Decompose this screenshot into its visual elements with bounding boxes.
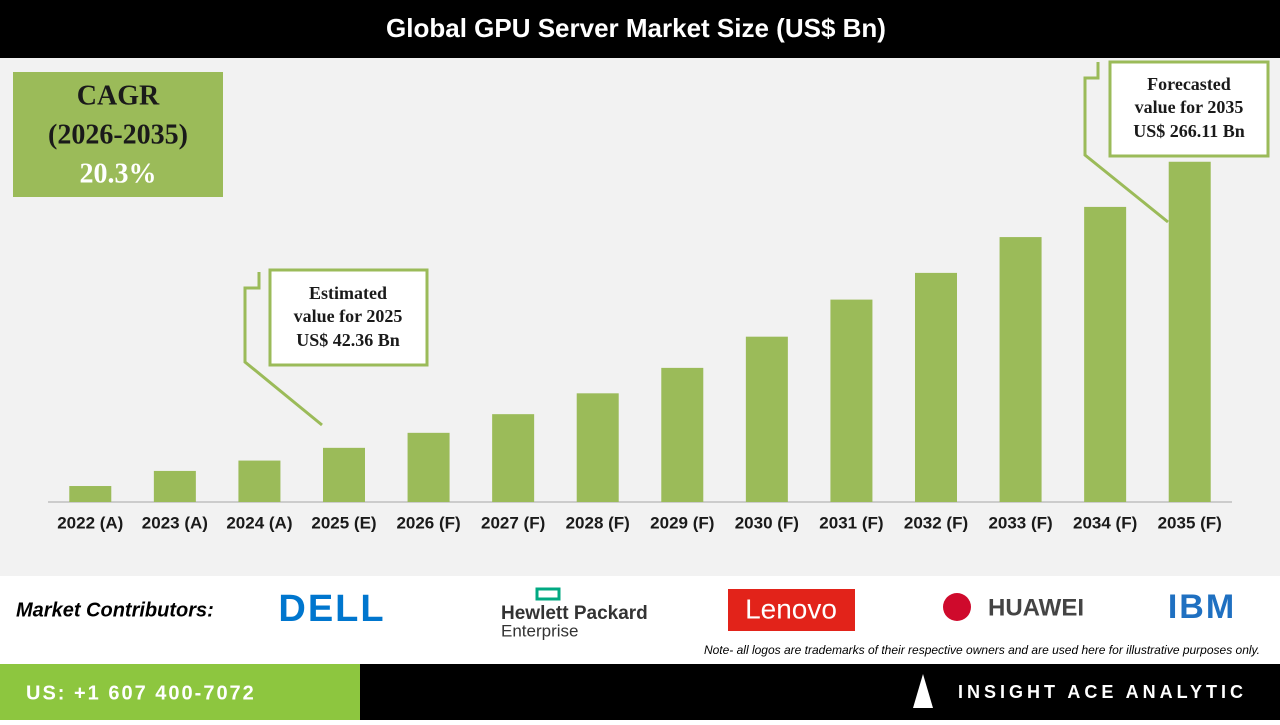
bar — [492, 414, 535, 502]
phone-band — [0, 664, 360, 720]
callout-box — [268, 268, 429, 367]
logo: Hewlett Packard — [501, 603, 648, 624]
x-tick-label: 2028 (F) — [566, 513, 630, 532]
x-tick-label: 2029 (F) — [650, 513, 714, 532]
bar — [153, 470, 196, 502]
logo: Lenovo — [745, 593, 837, 624]
callout-text: value for 2025 — [294, 306, 403, 326]
x-tick-label: 2032 (F) — [904, 513, 968, 532]
logo: IBM — [1168, 588, 1236, 626]
x-tick-label: 2030 (F) — [735, 513, 799, 532]
bar — [238, 460, 281, 502]
x-tick-label: 2025 (E) — [311, 513, 376, 532]
logo: HUAWEI — [988, 594, 1084, 621]
bar — [323, 447, 365, 502]
logo-mark — [943, 593, 971, 621]
title-bar — [0, 0, 1280, 58]
note: Note- all logos are trademarks of their … — [704, 643, 1260, 657]
callout-text: value for 2035 — [1135, 97, 1244, 117]
brand-band — [360, 664, 1280, 720]
logo: DELL — [278, 588, 385, 630]
x-tick-label: 2027 (F) — [481, 513, 545, 532]
callout-line — [243, 272, 323, 427]
bar — [1084, 206, 1127, 503]
bar — [745, 336, 788, 502]
x-tick-label: 2033 (F) — [988, 513, 1052, 532]
bar — [915, 272, 957, 502]
callout-line — [1083, 62, 1169, 224]
x-tick-label: 2031 (F) — [819, 513, 883, 532]
bar — [661, 367, 704, 502]
cagr-value: 20.3% — [80, 158, 157, 189]
bar — [999, 237, 1042, 502]
callout-text: Forecasted — [1147, 74, 1231, 94]
chart-title: Global GPU Server Market Size (US$ Bn) — [386, 13, 886, 43]
logo-mark — [535, 587, 561, 601]
callout-text: Estimated — [309, 283, 387, 303]
callout-text: US$ 42.36 Bn — [296, 330, 400, 350]
x-tick-label: 2026 (F) — [396, 513, 460, 532]
bar — [407, 432, 450, 502]
bar — [830, 299, 873, 502]
brand: INSIGHT ACE ANALYTIC — [958, 682, 1247, 702]
x-tick-label: 2023 (A) — [142, 513, 208, 532]
x-tick-label: 2022 (A) — [57, 513, 123, 532]
callout-text: US$ 266.11 Bn — [1133, 121, 1245, 141]
cagr-box — [13, 72, 223, 197]
x-tick-label: 2034 (F) — [1073, 513, 1137, 532]
brand-mark — [913, 674, 933, 708]
callout-box — [1108, 60, 1270, 158]
logo: Enterprise — [501, 621, 578, 640]
bar — [69, 486, 112, 502]
x-tick-label: 2035 (F) — [1158, 513, 1222, 532]
contributors-band — [0, 576, 1280, 664]
bar — [576, 393, 619, 502]
phone: US: +1 607 400-7072 — [26, 682, 256, 704]
logo-bg — [728, 589, 855, 631]
cagr-period: (2026-2035) — [48, 119, 188, 150]
cagr-label: CAGR — [77, 80, 160, 111]
contributors-label: Market Contributors: — [16, 599, 214, 621]
x-tick-label: 2024 (A) — [226, 513, 292, 532]
bar — [1168, 161, 1211, 503]
